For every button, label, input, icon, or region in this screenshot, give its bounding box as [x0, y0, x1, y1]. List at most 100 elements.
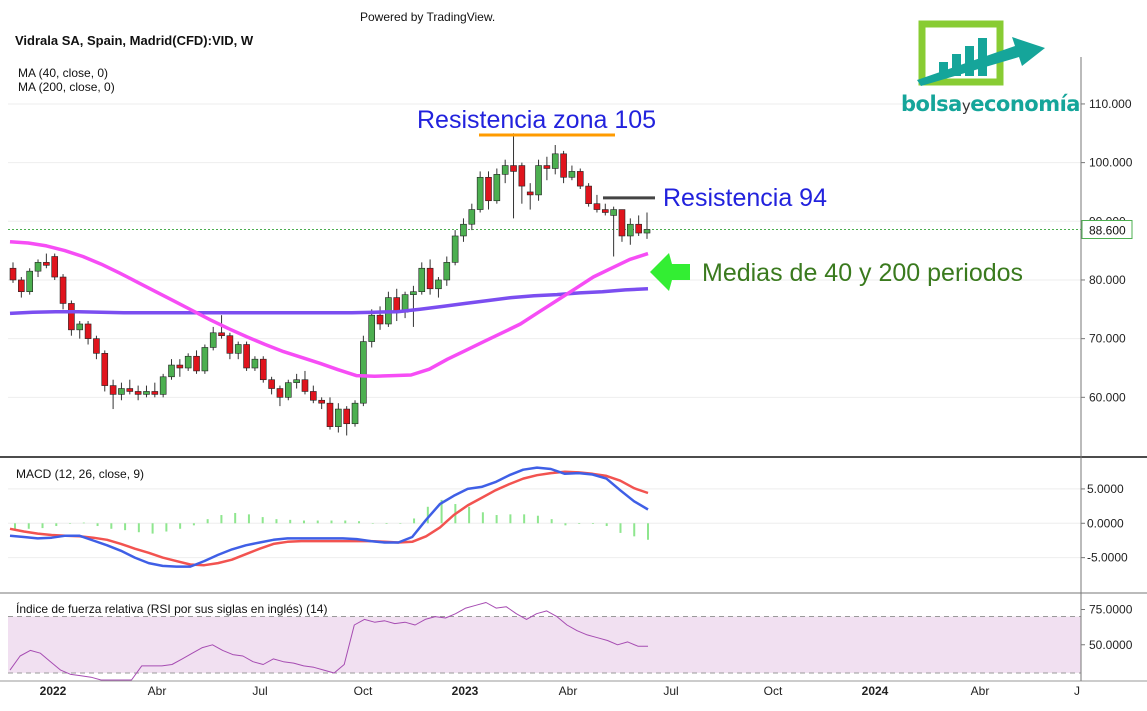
candle-bear [510, 165, 517, 172]
ma200-legend: MA (200, close, 0) [18, 80, 115, 94]
last-price-badge [1081, 220, 1133, 240]
resistance-105-label: Resistencia zona 105 [417, 106, 656, 134]
candle-bear [268, 379, 275, 389]
candle-bull [351, 402, 359, 425]
rsi-band [8, 616, 1081, 673]
macd-histogram-bar [27, 523, 30, 529]
candle-bear [218, 332, 225, 337]
candle-bear [18, 279, 25, 293]
macd-histogram-bar [247, 514, 250, 524]
moving-averages-label: Medias de 40 y 200 periodos [702, 259, 1023, 287]
macd-histogram-bar [495, 515, 498, 524]
candle-bull [209, 332, 217, 348]
price-tick-label: 80.000 [1089, 273, 1126, 287]
macd-histogram-bar [550, 519, 553, 524]
candle-bull [627, 223, 634, 237]
x-tick-label: J [1074, 684, 1080, 698]
resistance-94-label: Resistencia 94 [663, 184, 827, 212]
candle-bear [518, 165, 526, 187]
candle-bear [259, 358, 267, 381]
candle-bull [410, 291, 417, 295]
candle-bear [601, 209, 609, 213]
candle-bear [485, 176, 492, 202]
macd-histogram-bar [69, 523, 72, 524]
x-tick-label: 2023 [452, 684, 479, 698]
macd-histogram-bar [82, 522, 85, 524]
price-tick-label: 60.000 [1089, 390, 1126, 404]
macd-histogram-bar [165, 523, 168, 532]
candle-bear [51, 256, 59, 278]
macd-histogram-bar [206, 519, 209, 524]
candle-bull [435, 279, 442, 290]
candle-bear [84, 323, 92, 339]
bolsa-economia-logo: bolsayeconomía [895, 18, 1080, 118]
candle-bull [360, 341, 367, 404]
logo-text-economia: economía [970, 92, 1080, 116]
candle-bear [618, 209, 626, 237]
rsi-title: Índice de fuerza relativa (RSI por sus s… [16, 601, 327, 616]
candle-bull [184, 355, 192, 369]
macd-histogram-bar [137, 523, 140, 533]
candle-bear [576, 171, 584, 187]
rsi-tick-label: 75.0000 [1089, 603, 1133, 617]
candle-bear [59, 276, 67, 304]
candle-bull [468, 209, 476, 225]
candle-bear [426, 267, 434, 290]
candle-bull [476, 176, 484, 210]
macd-histogram-bar [316, 520, 319, 524]
candle-bear [68, 303, 75, 331]
candle-bull [535, 165, 542, 196]
candle-bull [251, 358, 259, 369]
candle-bull [501, 165, 509, 175]
macd-histogram-bar [605, 523, 608, 527]
macd-histogram-bar [110, 523, 113, 529]
candle-bear [243, 344, 250, 369]
candle-bull [234, 344, 242, 354]
macd-histogram-bar [192, 523, 195, 526]
macd-histogram-bar [481, 512, 484, 524]
candle-bear [376, 314, 384, 325]
candle-bear [126, 388, 134, 392]
candle-bear [43, 262, 50, 266]
macd-title: MACD (12, 26, close, 9) [16, 467, 144, 481]
candle-bull [159, 376, 167, 395]
candle-bear [101, 353, 109, 386]
macd-histogram-bar [578, 523, 581, 524]
candle-bull [610, 209, 617, 216]
macd-histogram-bar [55, 523, 58, 527]
macd-histogram-bar [358, 521, 361, 524]
candle-bull [418, 267, 426, 293]
ma200-line [9, 287, 649, 316]
x-tick-label: Abr [559, 684, 578, 698]
candle-bull [118, 388, 125, 395]
candle-bear [9, 267, 17, 281]
macd-tick-label: -5.0000 [1087, 551, 1128, 565]
powered-by[interactable]: Powered by TradingView. [360, 10, 496, 24]
x-tick-label: Abr [971, 684, 990, 698]
macd-histogram-bar [633, 523, 636, 537]
candle-bull [293, 379, 300, 383]
macd-line [9, 466, 649, 568]
macd-histogram-bar [234, 512, 237, 524]
candle-bull [34, 262, 42, 272]
candle-bull [168, 364, 175, 378]
macd-histogram-bar [647, 523, 649, 540]
macd-histogram-bar [96, 523, 99, 527]
candle-bear [343, 408, 350, 425]
candle-bull [443, 262, 451, 281]
candle-bear [543, 165, 551, 169]
price-tick-label: 70.000 [1089, 332, 1126, 346]
x-tick-label: Oct [764, 684, 783, 698]
candle-bear [635, 223, 642, 234]
candle-bear [585, 185, 592, 204]
macd-histogram-bar [220, 515, 223, 524]
macd-histogram-bar [289, 519, 292, 524]
logo-mark-icon [917, 20, 1045, 86]
x-tick-label: Abr [148, 684, 167, 698]
macd-tick-label: 0.0000 [1087, 516, 1124, 530]
macd-histogram-bar [564, 523, 567, 526]
macd-histogram-bar [14, 523, 16, 531]
candle-bear [301, 379, 309, 392]
x-tick-label: 2022 [40, 684, 67, 698]
ma40-line [9, 240, 649, 378]
